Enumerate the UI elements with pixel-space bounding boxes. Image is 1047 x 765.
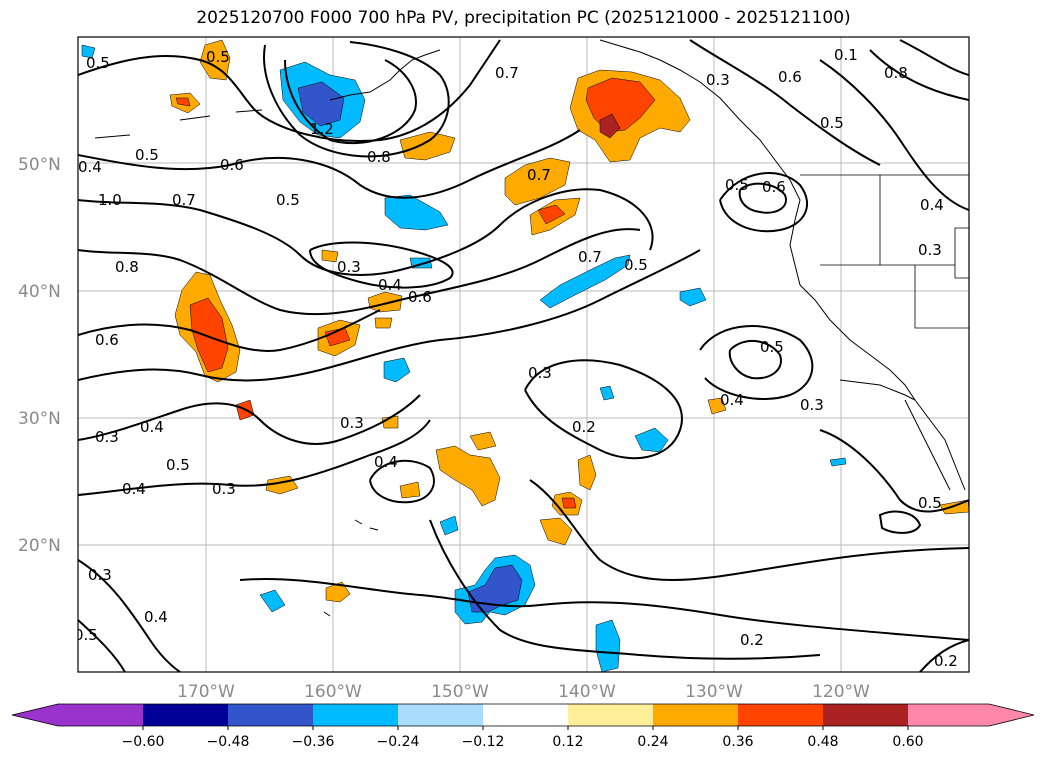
lon-label-160w: 160°W <box>304 682 362 702</box>
contour-label: 0.7 <box>495 64 519 82</box>
lon-label-140w: 140°W <box>558 682 616 702</box>
contour-label: 0.5 <box>820 114 844 132</box>
contour-label: 1.0 <box>98 191 122 209</box>
colorbar-segment <box>228 704 313 726</box>
colorbar-segment <box>398 704 483 726</box>
lat-label-20n: 20°N <box>18 536 61 556</box>
colorbar-tick-label: −0.36 <box>292 734 335 750</box>
contour-label: 0.6 <box>95 331 119 349</box>
contour-labels: 0.5 0.5 1.2 0.8 0.7 0.3 0.6 0.8 0.1 0.4 … <box>74 46 958 670</box>
colorbar-tick-label: −0.12 <box>462 734 505 750</box>
colorbar-tick-label: 0.12 <box>552 734 583 750</box>
contour-label: 0.5 <box>624 256 648 274</box>
colorbar-tick-label: −0.24 <box>377 734 420 750</box>
contour-label: 0.3 <box>800 396 824 414</box>
contour-label: 0.6 <box>778 68 802 86</box>
map-title: 2025120700 F000 700 hPa PV, precipitatio… <box>196 8 851 28</box>
contour-label: 0.5 <box>86 54 110 72</box>
contour-label: 0.3 <box>528 364 552 382</box>
plot-frame <box>77 36 970 673</box>
colorbar-segment <box>483 704 568 726</box>
colorbar-tick-label: 0.60 <box>892 734 923 750</box>
colorbar-extend-high <box>908 704 1034 726</box>
contour-label: 0.3 <box>706 71 730 89</box>
lat-label-30n: 30°N <box>18 409 61 429</box>
contour-label: 0.5 <box>135 146 159 164</box>
contour-label: 0.7 <box>527 166 551 184</box>
contour-label: 0.8 <box>884 64 908 82</box>
contour-label: 0.4 <box>378 276 402 294</box>
contour-label: 0.4 <box>122 480 146 498</box>
colorbar-tick-label: 0.48 <box>807 734 838 750</box>
contour-label: 0.8 <box>115 258 139 276</box>
coastlines <box>94 39 969 617</box>
colorbar-tick-label: −0.48 <box>207 734 250 750</box>
contour-label: 0.3 <box>95 428 119 446</box>
colorbar-tick-label: 0.36 <box>722 734 753 750</box>
lat-label-40n: 40°N <box>18 282 61 302</box>
contour-label: 0.5 <box>725 176 749 194</box>
contour-label: 0.2 <box>740 631 764 649</box>
contour-label: 0.5 <box>74 626 98 644</box>
contour-label: 0.4 <box>374 453 398 471</box>
colorbar-segment <box>653 704 738 726</box>
contour-label: 0.7 <box>172 191 196 209</box>
colorbar-tick-label: 0.24 <box>637 734 668 750</box>
contour-label: 0.6 <box>220 156 244 174</box>
contour-label: 0.4 <box>144 608 168 626</box>
contour-label: 0.3 <box>337 258 361 276</box>
contour-label: 0.5 <box>206 48 230 66</box>
contour-label: 0.2 <box>934 652 958 670</box>
longitude-labels: 170°W 160°W 150°W 140°W 130°W 120°W <box>177 682 870 702</box>
contour-label: 0.2 <box>572 418 596 436</box>
contour-label: 0.8 <box>367 148 391 166</box>
lon-label-130w: 130°W <box>685 682 743 702</box>
pv-contours <box>78 39 969 672</box>
contour-label: 0.1 <box>834 46 858 64</box>
contour-label: 0.5 <box>166 456 190 474</box>
precip-fills <box>81 39 969 672</box>
contour-label: 0.3 <box>88 566 112 584</box>
contour-label: 0.7 <box>578 248 602 266</box>
lon-label-150w: 150°W <box>431 682 489 702</box>
lon-label-120w: 120°W <box>812 682 870 702</box>
contour-label: 1.2 <box>310 120 334 138</box>
contour-label: 0.4 <box>720 391 744 409</box>
contour-label: 0.4 <box>140 418 164 436</box>
contour-label: 0.6 <box>408 288 432 306</box>
latitude-labels: 50°N 40°N 30°N 20°N <box>18 155 61 556</box>
colorbar-segment <box>143 704 228 726</box>
lon-label-170w: 170°W <box>177 682 235 702</box>
contour-label: 0.5 <box>276 191 300 209</box>
colorbar-segment <box>823 704 908 726</box>
contour-label: 0.3 <box>212 480 236 498</box>
contour-label: 0.6 <box>762 178 786 196</box>
contour-label: 0.3 <box>340 414 364 432</box>
contour-label: 0.4 <box>920 196 944 214</box>
colorbar: −0.60 −0.48 −0.36 −0.24 −0.12 0.12 0.24 0.36 0.4… <box>11 703 1035 750</box>
contour-label: 0.3 <box>918 241 942 259</box>
colorbar-segment <box>313 704 398 726</box>
colorbar-outline <box>11 703 1035 727</box>
contour-label: 0.4 <box>78 158 102 176</box>
colorbar-segment <box>738 704 823 726</box>
colorbar-segment <box>568 704 653 726</box>
colorbar-extend-low <box>12 704 143 726</box>
colorbar-tick-label: −0.60 <box>122 734 165 750</box>
lat-label-50n: 50°N <box>18 155 61 175</box>
contour-label: 0.5 <box>918 494 942 512</box>
contour-label: 0.5 <box>760 338 784 356</box>
